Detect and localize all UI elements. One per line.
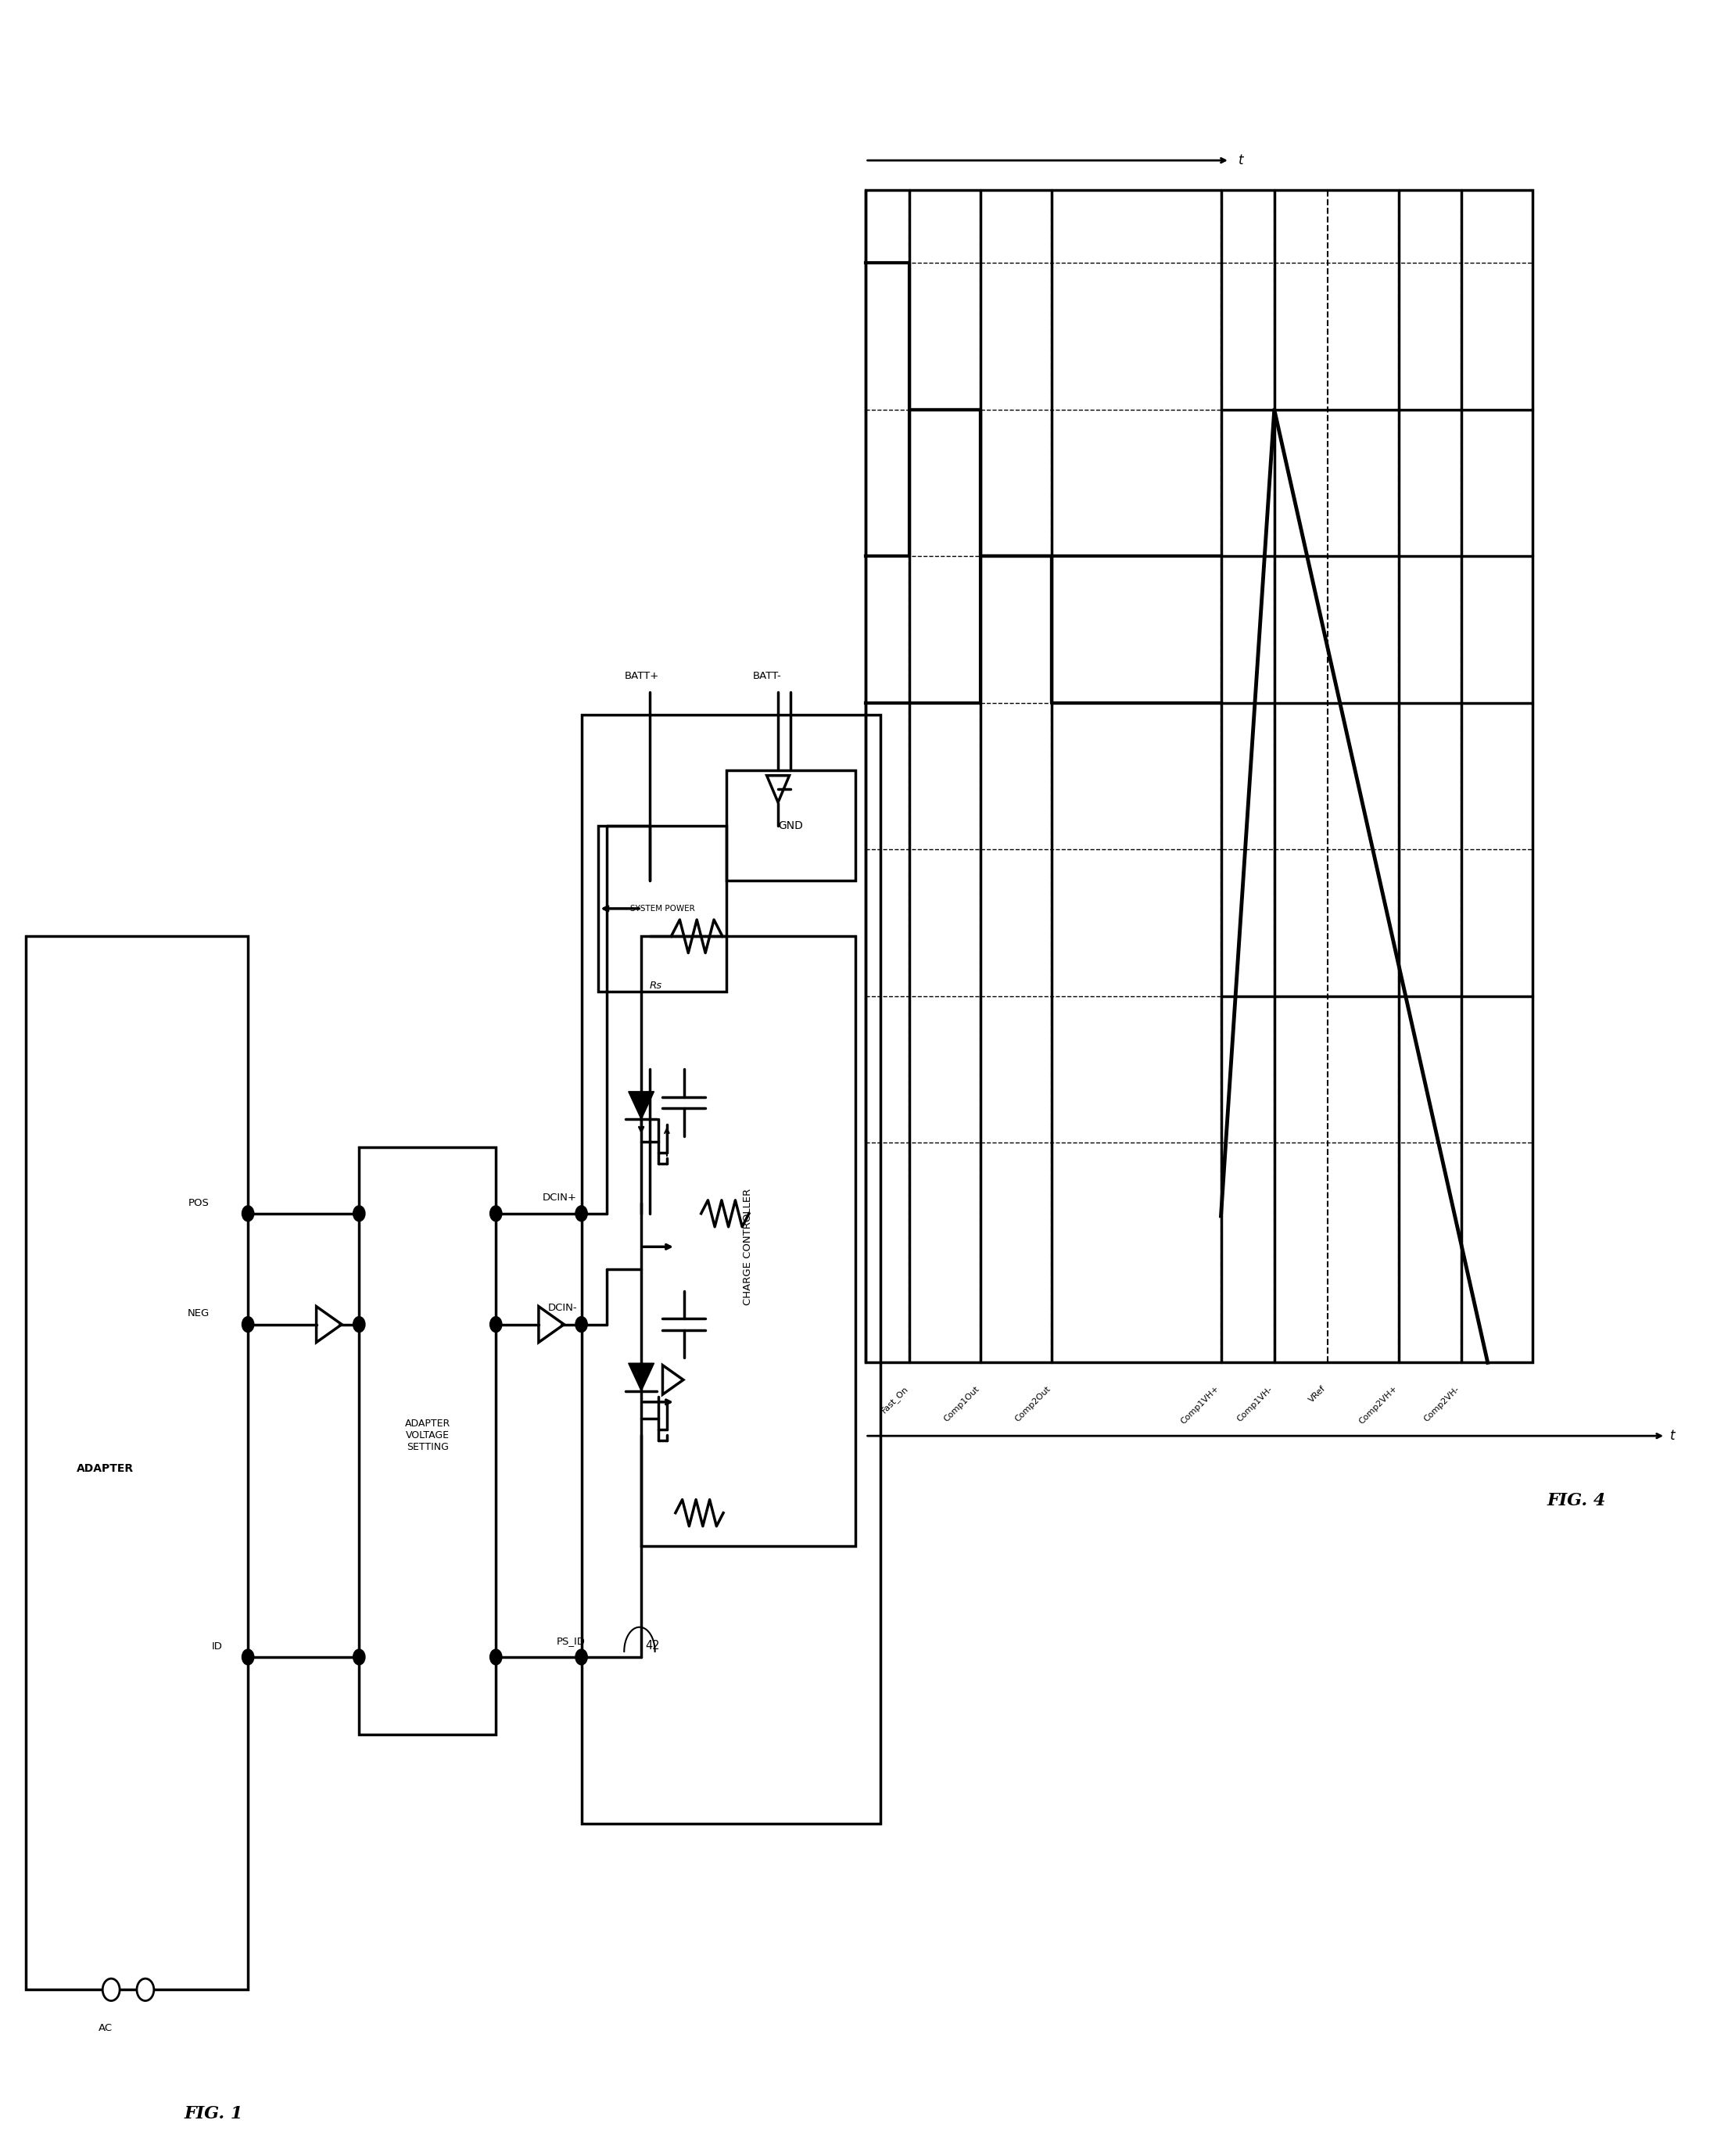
Text: CHARGE CONTROLLER: CHARGE CONTROLLER	[744, 1188, 752, 1304]
Text: BATT-: BATT-	[752, 671, 781, 681]
Text: Rs: Rs	[650, 981, 662, 992]
Circle shape	[103, 1979, 120, 2001]
Text: NEG: NEG	[188, 1309, 210, 1319]
Circle shape	[489, 1317, 503, 1332]
Text: DCIN-: DCIN-	[547, 1302, 578, 1313]
Text: BATT+: BATT+	[624, 671, 658, 681]
Polygon shape	[629, 1363, 655, 1391]
Circle shape	[354, 1649, 366, 1664]
Circle shape	[489, 1205, 503, 1220]
Bar	[26, 936, 248, 1990]
Circle shape	[575, 1205, 588, 1220]
Text: ID: ID	[212, 1641, 222, 1651]
Text: Comp1Out: Comp1Out	[942, 1384, 982, 1423]
Text: Comp2Out: Comp2Out	[1014, 1384, 1052, 1423]
Text: Comp2VH+: Comp2VH+	[1358, 1384, 1399, 1425]
Circle shape	[243, 1317, 253, 1332]
Circle shape	[137, 1979, 154, 2001]
Bar	[581, 714, 881, 1824]
Text: Comp1VH-: Comp1VH-	[1236, 1384, 1274, 1423]
Polygon shape	[629, 1091, 655, 1119]
Text: Comp2VH-: Comp2VH-	[1423, 1384, 1460, 1423]
Text: t: t	[1238, 153, 1243, 168]
Circle shape	[575, 1317, 588, 1332]
Bar	[727, 770, 855, 882]
Text: VRef: VRef	[1308, 1384, 1327, 1404]
Text: 42: 42	[646, 1641, 660, 1651]
Text: Comp1VH+: Comp1VH+	[1180, 1384, 1221, 1425]
Circle shape	[575, 1649, 588, 1664]
Circle shape	[354, 1317, 366, 1332]
Text: SYSTEM POWER: SYSTEM POWER	[631, 906, 694, 912]
Text: AC: AC	[97, 2022, 113, 2033]
Text: ADAPTER
VOLTAGE
SETTING: ADAPTER VOLTAGE SETTING	[405, 1419, 450, 1453]
Text: FIG. 1: FIG. 1	[185, 2106, 243, 2124]
Circle shape	[243, 1649, 253, 1664]
Bar	[641, 936, 855, 1546]
Bar	[359, 1147, 496, 1736]
Circle shape	[489, 1649, 503, 1664]
Text: t: t	[1671, 1429, 1676, 1442]
Bar	[598, 826, 727, 992]
Text: ADAPTER: ADAPTER	[77, 1464, 133, 1475]
Text: FIG. 4: FIG. 4	[1548, 1492, 1606, 1509]
Text: DCIN+: DCIN+	[542, 1192, 578, 1203]
Bar	[865, 190, 1532, 1363]
Text: GND: GND	[778, 819, 804, 830]
Circle shape	[354, 1205, 366, 1220]
Text: POS: POS	[188, 1199, 210, 1207]
Circle shape	[243, 1205, 253, 1220]
Text: PS_ID: PS_ID	[557, 1636, 585, 1645]
Text: Fast_On: Fast_On	[879, 1384, 910, 1414]
